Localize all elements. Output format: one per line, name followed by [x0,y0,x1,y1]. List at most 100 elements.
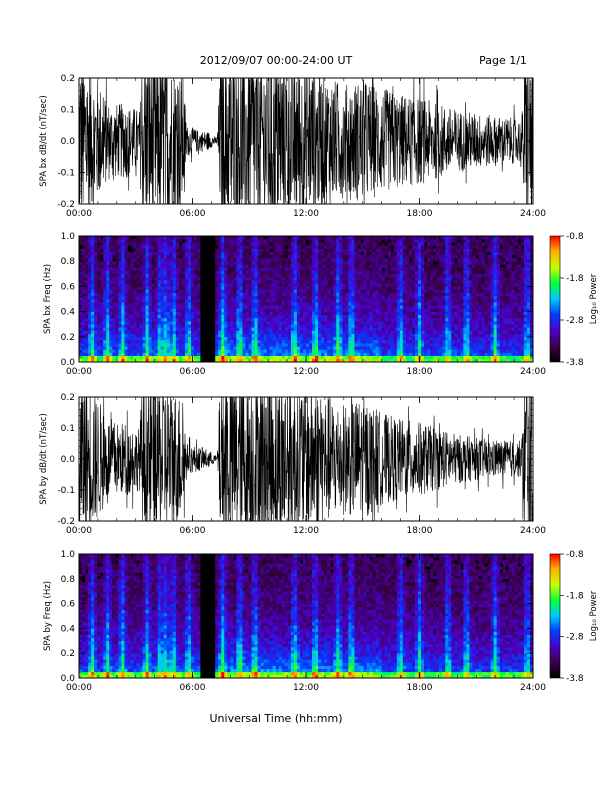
spectrogram-cell [387,254,392,259]
spectrogram-cell [154,264,158,268]
spectrogram-cell [442,242,446,246]
spectrogram-cell [321,292,325,297]
spectrogram-cell [275,276,280,281]
spectrogram-cell [166,276,171,281]
spectrogram-cell [151,280,155,284]
spectrogram-cell [94,245,98,249]
spectrogram-cell [299,273,304,278]
spectrogram-cell [360,258,364,262]
spectrogram-cell [109,343,113,347]
spectrogram-cell [184,295,189,300]
spectrogram-cell [315,270,319,275]
spectrogram-cell [218,330,222,334]
spectrogram-cell [97,330,101,334]
spectrogram-cell [411,286,416,290]
spectrogram-cell [421,248,425,253]
spectrogram-cell [136,352,140,356]
spectrogram-cell [284,270,289,275]
spectrogram-cell [187,339,192,344]
spectrogram-cell [245,239,249,243]
spectrogram-cell [245,295,249,300]
spectrogram-cell [457,236,461,240]
spectrogram-cell [118,239,122,243]
spectrogram-cell [293,273,298,278]
spectrogram-cell [463,327,467,331]
spectrogram-cell [157,339,162,344]
spectrogram-cell [454,352,458,356]
spectrogram-cell [127,308,131,312]
spectrogram-cell [91,264,95,268]
spectrogram-cell [357,292,361,297]
spectrogram-cell [157,317,162,322]
spectrogram-cell [411,355,416,360]
spectrogram-cell [366,267,370,271]
spectrogram-cell [97,311,101,316]
spectrogram-cell [224,248,228,253]
spectrogram-cell [290,317,295,322]
spectrogram-cell [433,349,437,353]
spectrogram-cell [254,358,258,363]
spectrogram-cell [342,339,346,344]
spectrogram-cell [324,352,328,356]
spectrogram-cell [281,267,286,271]
spectrogram-cell [430,333,434,338]
spectrogram-cell [82,314,86,319]
spectrogram-cell [387,330,392,334]
spectrogram-cell [91,336,95,341]
spectrogram-cell [393,258,398,262]
spectrogram-cell [224,251,228,256]
spectrogram-cell [121,261,125,265]
spectrogram-cell [100,276,104,281]
spectrogram-cell [100,333,104,338]
spectrogram-cell [345,292,349,297]
spectrogram-cell [121,239,125,243]
spectrogram-cell [463,289,467,293]
spectrogram-cell [354,355,358,360]
spectrogram-cell [336,302,340,306]
spectrogram-cell [133,299,137,303]
spectrogram-cell [121,267,125,271]
spectrogram-cell [145,286,149,290]
spectrogram-cell [197,317,201,322]
spectrogram-cell [463,346,467,350]
spectrogram-cell [384,292,389,297]
spectrogram-cell [157,258,162,262]
spectrogram-cell [272,286,277,290]
spectrogram-cell [348,292,352,297]
spectrogram-cell [148,264,152,268]
spectrogram-cell [145,352,149,356]
spectrogram-cell [94,267,98,271]
spectrogram-cell [390,355,395,360]
spectrogram-cell [245,302,249,306]
spectrogram-cell [278,299,283,303]
spectrogram-cell [115,248,119,253]
spectrogram-cell [414,292,419,297]
spectrogram-cell [315,258,319,262]
spectrogram-cell [339,308,343,312]
spectrogram-cell [118,236,122,240]
spectrogram-cell [154,242,158,246]
spectrogram-cell [290,343,295,347]
spectrogram-cell [457,327,461,331]
spectrogram-cell [299,311,304,316]
spectrogram-cell [375,283,379,287]
spectrogram-cell [318,270,322,275]
spectrogram-cell [381,311,385,316]
spectrogram-cell [333,352,337,356]
spectrogram-cell [439,327,443,331]
spectrogram-cell [351,343,355,347]
spectrogram-cell [436,358,440,363]
spectrogram-cell [194,254,198,259]
spectrogram-cell [139,236,143,240]
spectrogram-cell [375,305,379,309]
spectrogram-cell [79,276,83,281]
spectrogram-cell [115,346,119,350]
spectrogram-cell [103,270,107,275]
spectrogram-cell [363,248,367,253]
spectrogram-cell [157,321,162,325]
spectrogram-cell [275,358,280,363]
spectrogram-cell [321,289,325,293]
spectrogram-cell [215,299,219,303]
spectrogram-cell [417,264,422,268]
spectrogram-cell [354,336,358,341]
